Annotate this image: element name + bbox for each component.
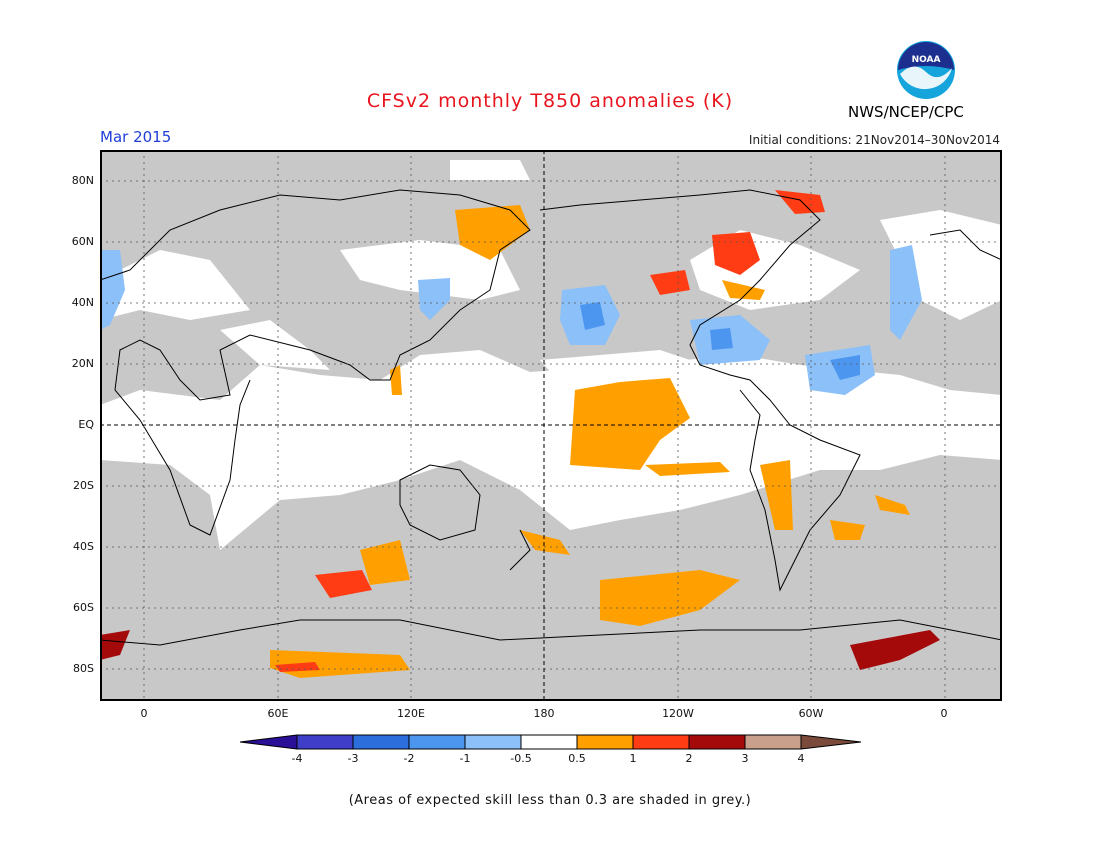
lat-label: 40N xyxy=(71,296,94,309)
lat-label: 20S xyxy=(73,479,94,492)
lon-label: 180 xyxy=(533,707,555,720)
colorbar-swatch xyxy=(353,735,409,749)
colorbar-label: 1 xyxy=(629,752,637,765)
map-frame xyxy=(100,150,1002,701)
colorbar-label: -1 xyxy=(459,752,471,765)
very-warm-anomaly-regions xyxy=(100,630,940,670)
colorbar-swatch xyxy=(633,735,689,749)
lon-label: 60W xyxy=(798,707,824,720)
colorbar-swatch xyxy=(297,735,353,749)
colorbar-label: 2 xyxy=(685,752,693,765)
colorbar-label: 0.5 xyxy=(568,752,586,765)
chart-title: CFSv2 monthly T850 anomalies (K) xyxy=(366,90,734,112)
coastlines xyxy=(100,189,1002,646)
logo-text: NOAA xyxy=(912,55,941,65)
agency-label: NWS/NCEP/CPC xyxy=(848,103,964,121)
lon-label: 120W xyxy=(662,707,694,720)
colorbar-swatch xyxy=(745,735,801,749)
lat-label: 80S xyxy=(73,662,94,675)
lon-label: 0 xyxy=(940,707,948,720)
colorbar-label: -3 xyxy=(347,752,359,765)
lat-label: 40S xyxy=(73,540,94,553)
colorbar-swatch xyxy=(409,735,465,749)
lat-label: EQ xyxy=(78,418,94,431)
noaa-logo: NOAA xyxy=(897,41,955,99)
lon-label: 120E xyxy=(397,707,425,720)
colorbar-swatch xyxy=(801,735,861,749)
colorbar-label: 3 xyxy=(741,752,749,765)
cold-anomaly-regions xyxy=(580,302,860,380)
lon-label: 0 xyxy=(140,707,148,720)
colorbar-label: -4 xyxy=(291,752,303,765)
lat-label: 60N xyxy=(71,235,94,248)
colorbar-swatch xyxy=(521,735,577,749)
skill-footnote: (Areas of expected skill less than 0.3 a… xyxy=(348,793,752,808)
colorbar-label: 4 xyxy=(797,752,805,765)
strong-warm-anomaly-regions xyxy=(275,190,825,672)
lon-label: 60E xyxy=(267,707,289,720)
lat-label: 80N xyxy=(71,174,94,187)
colorbar-swatch xyxy=(465,735,521,749)
warm-anomaly-regions xyxy=(270,205,910,678)
colorbar-label: -2 xyxy=(403,752,415,765)
forecast-period: Mar 2015 xyxy=(100,128,172,146)
colorbar-swatch xyxy=(240,735,297,749)
colorbar-label: -0.5 xyxy=(510,752,532,765)
lat-label: 60S xyxy=(73,601,94,614)
lat-label: 20N xyxy=(71,357,94,370)
color-bar xyxy=(240,734,862,750)
initial-conditions: Initial conditions: 21Nov2014–30Nov2014 xyxy=(748,133,1000,147)
colorbar-swatch xyxy=(689,735,745,749)
colorbar-swatch xyxy=(577,735,633,749)
anomaly-map xyxy=(100,150,1002,701)
graticule xyxy=(100,150,1002,701)
